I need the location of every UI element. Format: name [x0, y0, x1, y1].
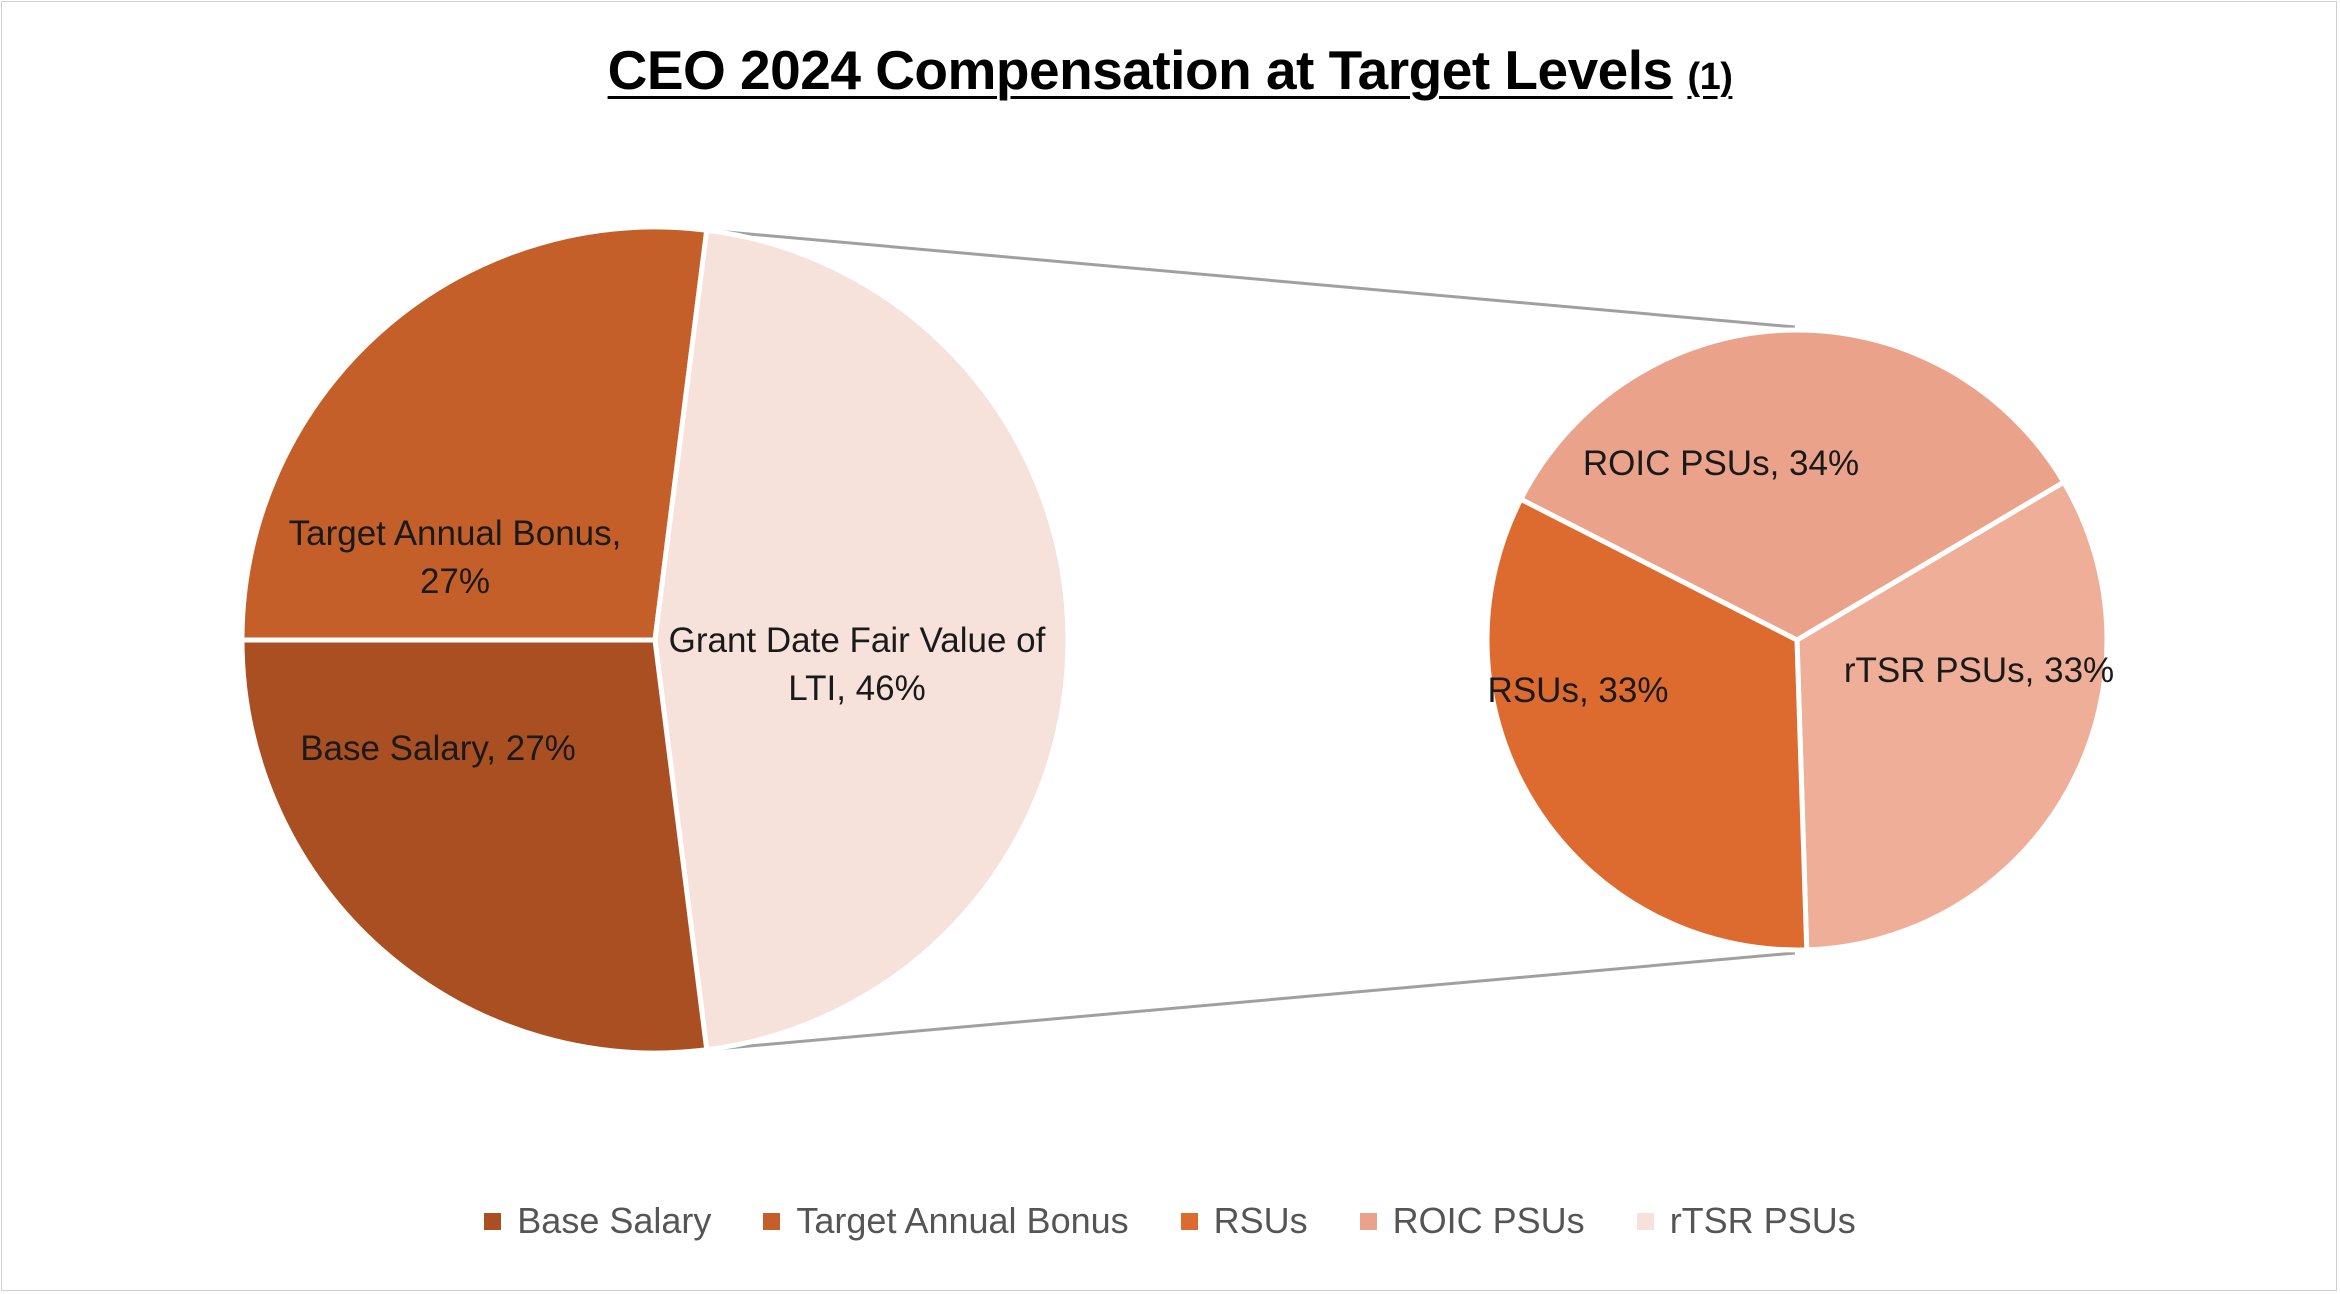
legend: Base Salary Target Annual Bonus RSUs ROIC P…: [0, 1200, 2340, 1242]
legend-item-rtsr-psus: rTSR PSUs: [1636, 1200, 1856, 1242]
label-roic-psus: ROIC PSUs, 34%: [1583, 444, 1859, 483]
legend-item-target-annual-bonus: Target Annual Bonus: [763, 1200, 1129, 1242]
connector-line-top: [706, 228, 1796, 329]
pie-slice-rsus: [1484, 496, 1810, 953]
pie-slice-base-salary: [239, 637, 710, 1056]
legend-swatch: [1180, 1212, 1198, 1230]
pie-slice-roic-psus: [1518, 327, 2067, 643]
pie-slice-rtsr-psus: [1794, 479, 2110, 953]
legend-label: rTSR PSUs: [1669, 1200, 1856, 1241]
legend-item-rsus: RSUs: [1180, 1200, 1308, 1242]
legend-label: Base Salary: [517, 1200, 712, 1241]
label-target-annual-bonus: Target Annual Bonus, 27%: [289, 514, 622, 601]
chart-title-footnote: (1): [1687, 56, 1733, 98]
legend-swatch: [1359, 1212, 1377, 1230]
legend-item-roic-psus: ROIC PSUs: [1359, 1200, 1585, 1242]
pie-slice-target-annual-bonus: [239, 224, 710, 643]
legend-swatch: [763, 1212, 781, 1230]
connector-line-bottom: [706, 951, 1796, 1052]
label-base-salary: Base Salary, 27%: [300, 729, 576, 768]
legend-label: ROIC PSUs: [1392, 1200, 1585, 1241]
chart-title: CEO 2024 Compensation at Target Levels (…: [0, 38, 2340, 102]
legend-swatch: [1636, 1212, 1654, 1230]
pie-slice-grant-date-fair-value-of-lti: [652, 227, 1071, 1053]
chart-title-main: CEO 2024 Compensation at Target Levels: [607, 39, 1674, 101]
label-rsus: RSUs, 33%: [1488, 671, 1669, 710]
legend-item-base-salary: Base Salary: [484, 1200, 711, 1242]
label-lti: Grant Date Fair Value of LTI, 46%: [669, 621, 1046, 708]
legend-swatch: [484, 1212, 502, 1230]
legend-label: RSUs: [1213, 1200, 1308, 1241]
legend-label: Target Annual Bonus: [796, 1200, 1129, 1241]
label-rtsr-psus: rTSR PSUs, 33%: [1844, 651, 2114, 690]
